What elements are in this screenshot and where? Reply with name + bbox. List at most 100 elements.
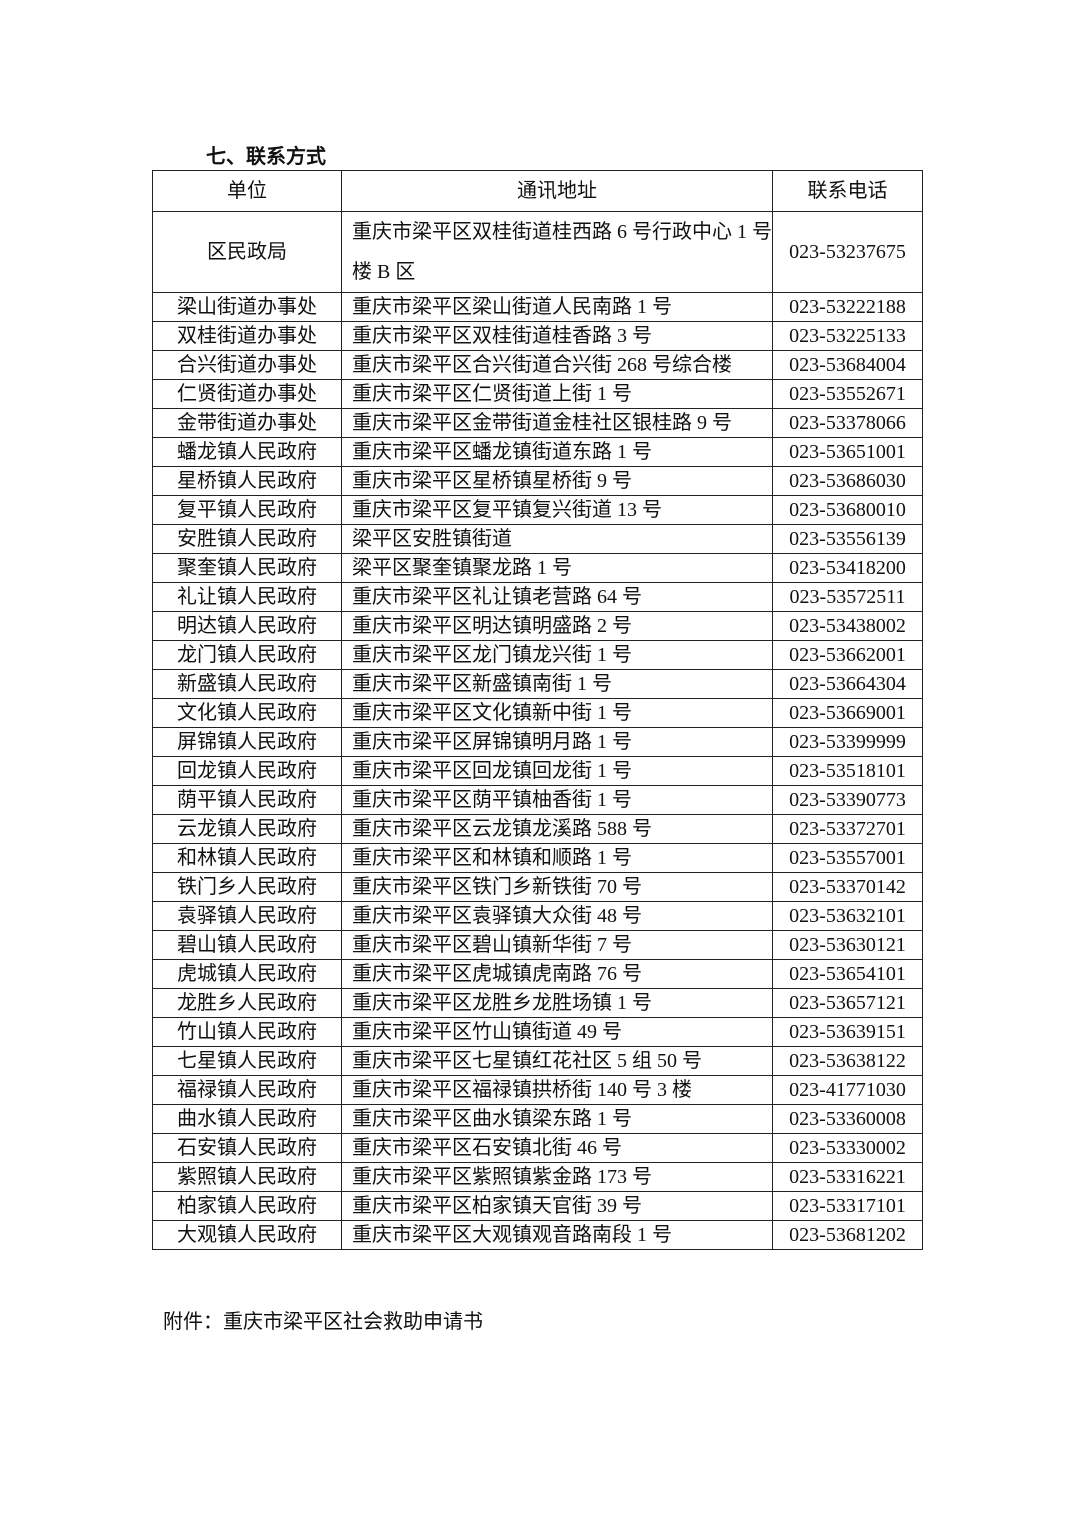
phone-cell: 023-53651001 bbox=[772, 437, 923, 467]
phone-cell: 023-53669001 bbox=[772, 698, 923, 728]
table-row: 龙门镇人民政府 重庆市梁平区龙门镇龙兴街 1 号 023-53662001 bbox=[152, 640, 923, 670]
table-row: 安胜镇人民政府 梁平区安胜镇街道 023-53556139 bbox=[152, 524, 923, 554]
phone-cell: 023-53657121 bbox=[772, 988, 923, 1018]
table-row: 新盛镇人民政府 重庆市梁平区新盛镇南街 1 号 023-53664304 bbox=[152, 669, 923, 699]
phone-cell: 023-53222188 bbox=[772, 292, 923, 322]
table-row: 荫平镇人民政府 重庆市梁平区荫平镇柚香街 1 号 023-53390773 bbox=[152, 785, 923, 815]
table-row: 文化镇人民政府 重庆市梁平区文化镇新中街 1 号 023-53669001 bbox=[152, 698, 923, 728]
table-header-row: 单位 通讯地址 联系电话 bbox=[152, 170, 923, 212]
unit-cell: 云龙镇人民政府 bbox=[152, 814, 342, 844]
phone-cell: 023-53330002 bbox=[772, 1133, 923, 1163]
phone-cell: 023-53317101 bbox=[772, 1191, 923, 1221]
address-cell: 重庆市梁平区文化镇新中街 1 号 bbox=[341, 698, 773, 728]
phone-cell: 023-53664304 bbox=[772, 669, 923, 699]
table-row: 明达镇人民政府 重庆市梁平区明达镇明盛路 2 号 023-53438002 bbox=[152, 611, 923, 641]
phone-cell: 023-53632101 bbox=[772, 901, 923, 931]
phone-cell: 023-53639151 bbox=[772, 1017, 923, 1047]
phone-cell: 023-41771030 bbox=[772, 1075, 923, 1105]
phone-cell: 023-53518101 bbox=[772, 756, 923, 786]
unit-cell: 龙门镇人民政府 bbox=[152, 640, 342, 670]
address-cell: 重庆市梁平区星桥镇星桥街 9 号 bbox=[341, 466, 773, 496]
address-cell: 重庆市梁平区梁山街道人民南路 1 号 bbox=[341, 292, 773, 322]
table-row: 七星镇人民政府 重庆市梁平区七星镇红花社区 5 组 50 号 023-5363812… bbox=[152, 1046, 923, 1076]
unit-cell: 和林镇人民政府 bbox=[152, 843, 342, 873]
phone-cell: 023-53438002 bbox=[772, 611, 923, 641]
phone-cell: 023-53681202 bbox=[772, 1220, 923, 1250]
address-cell: 重庆市梁平区蟠龙镇街道东路 1 号 bbox=[341, 437, 773, 467]
table-row: 复平镇人民政府 重庆市梁平区复平镇复兴街道 13 号 023-53680010 bbox=[152, 495, 923, 525]
table-row: 龙胜乡人民政府 重庆市梁平区龙胜乡龙胜场镇 1 号 023-53657121 bbox=[152, 988, 923, 1018]
address-cell: 重庆市梁平区石安镇北街 46 号 bbox=[341, 1133, 773, 1163]
unit-cell: 曲水镇人民政府 bbox=[152, 1104, 342, 1134]
table-row: 曲水镇人民政府 重庆市梁平区曲水镇梁东路 1 号 023-53360008 bbox=[152, 1104, 923, 1134]
unit-cell: 七星镇人民政府 bbox=[152, 1046, 342, 1076]
unit-cell: 聚奎镇人民政府 bbox=[152, 553, 342, 583]
table-row: 蟠龙镇人民政府 重庆市梁平区蟠龙镇街道东路 1 号 023-53651001 bbox=[152, 437, 923, 467]
table-row: 聚奎镇人民政府 梁平区聚奎镇聚龙路 1 号 023-53418200 bbox=[152, 553, 923, 583]
unit-cell: 蟠龙镇人民政府 bbox=[152, 437, 342, 467]
address-cell: 重庆市梁平区双桂街道桂香路 3 号 bbox=[341, 321, 773, 351]
unit-cell: 文化镇人民政府 bbox=[152, 698, 342, 728]
address-cell: 重庆市梁平区云龙镇龙溪路 588 号 bbox=[341, 814, 773, 844]
address-cell: 重庆市梁平区金带街道金桂社区银桂路 9 号 bbox=[341, 408, 773, 438]
table-body: 区民政局 重庆市梁平区双桂街道桂西路 6 号行政中心 1 号楼 B 区 023-53… bbox=[152, 211, 923, 1250]
table-row: 碧山镇人民政府 重庆市梁平区碧山镇新华街 7 号 023-53630121 bbox=[152, 930, 923, 960]
table-row: 仁贤街道办事处 重庆市梁平区仁贤街道上街 1 号 023-53552671 bbox=[152, 379, 923, 409]
address-cell: 重庆市梁平区新盛镇南街 1 号 bbox=[341, 669, 773, 699]
unit-cell: 新盛镇人民政府 bbox=[152, 669, 342, 699]
address-cell: 重庆市梁平区柏家镇天官街 39 号 bbox=[341, 1191, 773, 1221]
address-cell: 重庆市梁平区复平镇复兴街道 13 号 bbox=[341, 495, 773, 525]
address-cell: 重庆市梁平区虎城镇虎南路 76 号 bbox=[341, 959, 773, 989]
address-cell: 重庆市梁平区福禄镇拱桥街 140 号 3 楼 bbox=[341, 1075, 773, 1105]
unit-cell: 袁驿镇人民政府 bbox=[152, 901, 342, 931]
table-row: 梁山街道办事处 重庆市梁平区梁山街道人民南路 1 号 023-53222188 bbox=[152, 292, 923, 322]
contact-table: 单位 通讯地址 联系电话 区民政局 重庆市梁平区双桂街道桂西路 6 号行政中心 1… bbox=[152, 170, 923, 1250]
phone-cell: 023-53372701 bbox=[772, 814, 923, 844]
table-row: 石安镇人民政府 重庆市梁平区石安镇北街 46 号 023-53330002 bbox=[152, 1133, 923, 1163]
attachment-note: 附件：重庆市梁平区社会救助申请书 bbox=[163, 1311, 483, 1333]
unit-cell: 双桂街道办事处 bbox=[152, 321, 342, 351]
phone-cell: 023-53360008 bbox=[772, 1104, 923, 1134]
phone-cell: 023-53390773 bbox=[772, 785, 923, 815]
unit-cell: 回龙镇人民政府 bbox=[152, 756, 342, 786]
phone-cell: 023-53686030 bbox=[772, 466, 923, 496]
address-cell: 重庆市梁平区仁贤街道上街 1 号 bbox=[341, 379, 773, 409]
table-row: 区民政局 重庆市梁平区双桂街道桂西路 6 号行政中心 1 号楼 B 区 023-53… bbox=[152, 211, 923, 293]
table-row: 虎城镇人民政府 重庆市梁平区虎城镇虎南路 76 号 023-53654101 bbox=[152, 959, 923, 989]
table-row: 星桥镇人民政府 重庆市梁平区星桥镇星桥街 9 号 023-53686030 bbox=[152, 466, 923, 496]
unit-cell: 梁山街道办事处 bbox=[152, 292, 342, 322]
unit-cell: 复平镇人民政府 bbox=[152, 495, 342, 525]
phone-cell: 023-53556139 bbox=[772, 524, 923, 554]
address-cell: 重庆市梁平区大观镇观音路南段 1 号 bbox=[341, 1220, 773, 1250]
unit-cell: 荫平镇人民政府 bbox=[152, 785, 342, 815]
address-cell: 重庆市梁平区屏锦镇明月路 1 号 bbox=[341, 727, 773, 757]
table-row: 铁门乡人民政府 重庆市梁平区铁门乡新铁街 70 号 023-53370142 bbox=[152, 872, 923, 902]
address-cell: 重庆市梁平区龙胜乡龙胜场镇 1 号 bbox=[341, 988, 773, 1018]
address-cell: 梁平区安胜镇街道 bbox=[341, 524, 773, 554]
section-title: 七、联系方式 bbox=[206, 146, 326, 168]
unit-cell: 礼让镇人民政府 bbox=[152, 582, 342, 612]
phone-cell: 023-53237675 bbox=[772, 211, 923, 293]
table-row: 礼让镇人民政府 重庆市梁平区礼让镇老营路 64 号 023-53572511 bbox=[152, 582, 923, 612]
address-cell: 重庆市梁平区紫照镇紫金路 173 号 bbox=[341, 1162, 773, 1192]
phone-cell: 023-53662001 bbox=[772, 640, 923, 670]
table-row: 双桂街道办事处 重庆市梁平区双桂街道桂香路 3 号 023-53225133 bbox=[152, 321, 923, 351]
header-unit: 单位 bbox=[152, 170, 342, 212]
address-cell: 梁平区聚奎镇聚龙路 1 号 bbox=[341, 553, 773, 583]
table-row: 回龙镇人民政府 重庆市梁平区回龙镇回龙街 1 号 023-53518101 bbox=[152, 756, 923, 786]
unit-cell: 紫照镇人民政府 bbox=[152, 1162, 342, 1192]
unit-cell: 仁贤街道办事处 bbox=[152, 379, 342, 409]
table-row: 合兴街道办事处 重庆市梁平区合兴街道合兴街 268 号综合楼 023-5368400… bbox=[152, 350, 923, 380]
phone-cell: 023-53370142 bbox=[772, 872, 923, 902]
phone-cell: 023-53654101 bbox=[772, 959, 923, 989]
unit-cell: 柏家镇人民政府 bbox=[152, 1191, 342, 1221]
header-phone: 联系电话 bbox=[772, 170, 923, 212]
unit-cell: 石安镇人民政府 bbox=[152, 1133, 342, 1163]
address-cell: 重庆市梁平区碧山镇新华街 7 号 bbox=[341, 930, 773, 960]
unit-cell: 屏锦镇人民政府 bbox=[152, 727, 342, 757]
table-row: 紫照镇人民政府 重庆市梁平区紫照镇紫金路 173 号 023-53316221 bbox=[152, 1162, 923, 1192]
address-cell: 重庆市梁平区铁门乡新铁街 70 号 bbox=[341, 872, 773, 902]
unit-cell: 合兴街道办事处 bbox=[152, 350, 342, 380]
header-address: 通讯地址 bbox=[341, 170, 773, 212]
table-row: 云龙镇人民政府 重庆市梁平区云龙镇龙溪路 588 号 023-53372701 bbox=[152, 814, 923, 844]
